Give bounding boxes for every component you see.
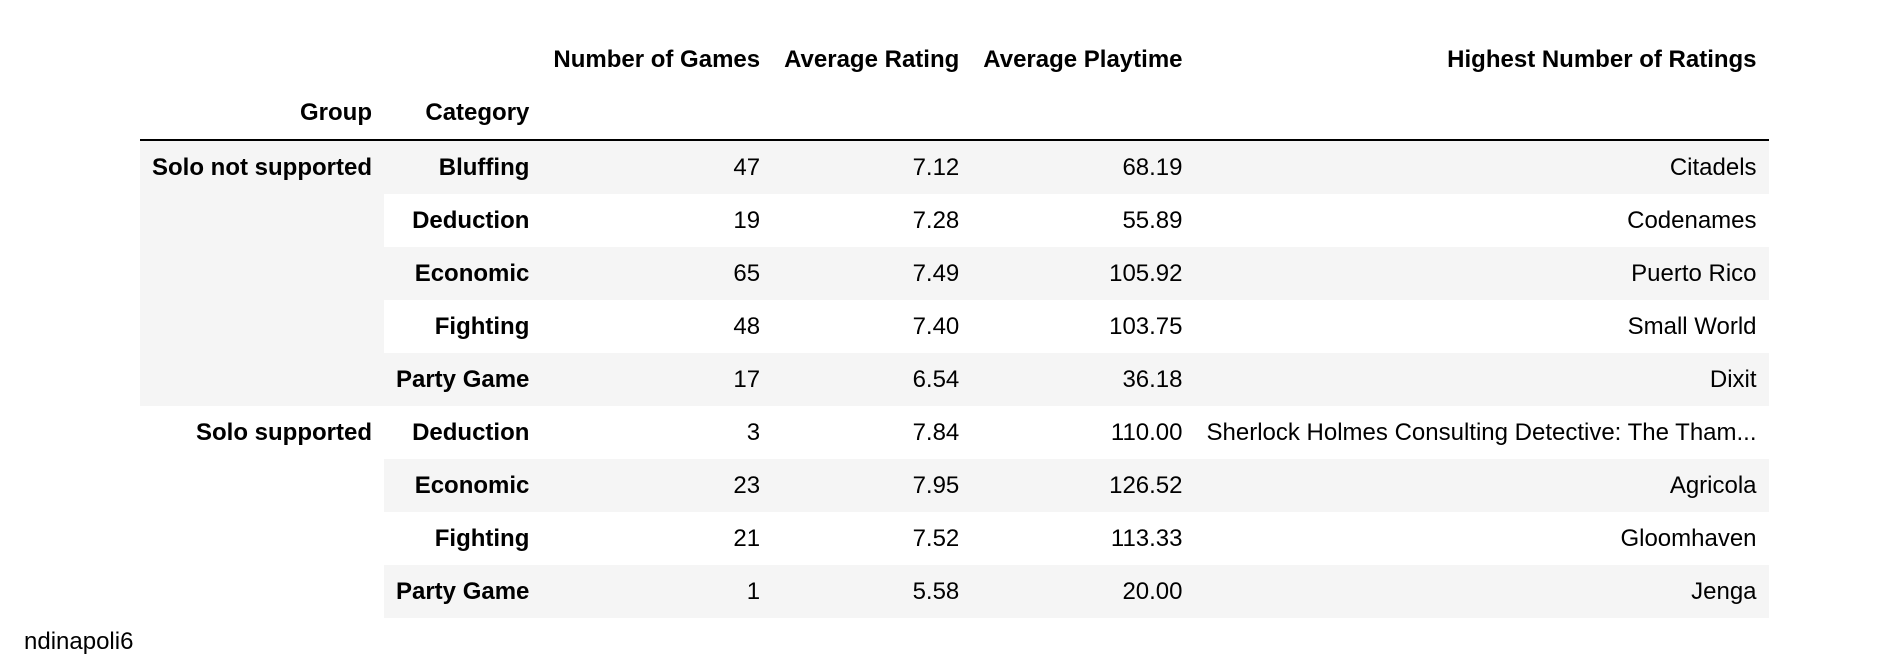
cell-number-of-games: 19 [733,207,761,234]
cell-average-rating: 6.54 [772,353,972,406]
row-category-label: Economic [383,247,542,300]
row-category-label: Deduction [412,419,530,446]
row-category-label: Fighting [434,525,530,552]
cell-highest-number-of-ratings: Jenga [1194,565,1769,618]
cell-highest-number-of-ratings: Codenames [1627,207,1757,234]
index-name-category: Category [383,86,542,141]
cell-average-playtime: 126.52 [971,459,1195,512]
blank-header-cell [971,86,1195,141]
cell-average-rating: 7.12 [772,140,972,194]
column-header-average-rating: Average Rating [784,46,960,73]
table-row: Party Game 17 6.54 36.18 Dixit [140,353,1769,406]
index-header-row: Group Category [140,86,1769,141]
column-header-row: Number of Games Average Rating Average P… [140,33,1769,86]
cell-average-playtime: 20.00 [971,565,1195,618]
cell-average-rating: 7.52 [912,525,960,552]
column-header-highest-number-of-ratings: Highest Number of Ratings [1447,46,1757,73]
cell-highest-number-of-ratings: Sherlock Holmes Consulting Detective: Th… [1206,419,1757,446]
blank-header-cell [140,33,384,86]
summary-table: Number of Games Average Rating Average P… [140,33,1769,618]
cell-number-of-games: 21 [733,525,761,552]
blank-header-cell [772,86,972,141]
table-row: Party Game 1 5.58 20.00 Jenga [140,565,1769,618]
cell-number-of-games: 3 [746,419,761,446]
blank-header-cell [384,33,541,86]
cell-number-of-games: 17 [541,353,773,406]
cell-average-rating: 7.49 [772,247,972,300]
row-group-label: Solo not supported [140,140,384,406]
row-category-label: Bluffing [383,140,542,194]
cell-average-rating: 7.95 [772,459,972,512]
cell-average-rating: 7.84 [912,419,960,446]
table-body: Solo not supported Bluffing 47 7.12 68.19 Cit… [140,140,1769,618]
cell-number-of-games: 23 [541,459,773,512]
table-row: Economic 23 7.95 126.52 Agricola [140,459,1769,512]
row-category-label: Fighting [434,313,530,340]
column-header-average-playtime: Average Playtime [983,46,1183,73]
cell-number-of-games: 48 [733,313,761,340]
row-category-label: Party Game [383,565,542,618]
blank-header-cell [1194,86,1769,141]
table-row: Fighting 21 7.52 113.33 Gloomhaven [140,512,1769,565]
row-group-label: Solo supported [140,406,384,618]
cell-average-playtime: 113.33 [1110,525,1183,552]
cell-average-rating: 7.28 [912,207,960,234]
cell-highest-number-of-ratings: Dixit [1194,353,1769,406]
table-row: Solo supported Deduction 3 7.84 110.00 Sherlo… [140,406,1769,618]
table-header: Number of Games Average Rating Average P… [140,33,1769,141]
index-name-group: Group [140,86,384,141]
cell-average-playtime: 110.00 [1110,419,1183,446]
row-category-label: Deduction [412,207,530,234]
cell-highest-number-of-ratings: Puerto Rico [1194,247,1769,300]
cell-average-rating: 7.40 [912,313,960,340]
cell-highest-number-of-ratings: Gloomhaven [1620,525,1757,552]
column-header-number-of-games: Number of Games [553,46,761,73]
cell-number-of-games: 47 [541,140,773,194]
table-row: Economic 65 7.49 105.92 Puerto Rico [140,247,1769,300]
table-row: Fighting 48 7.40 103.75 Small World [140,300,1769,353]
row-category-label: Party Game [383,353,542,406]
author-watermark: ndinapoli6 [24,628,134,655]
cell-highest-number-of-ratings: Small World [1627,313,1757,340]
cell-average-playtime: 103.75 [1109,313,1183,340]
cell-average-playtime: 55.89 [1122,207,1183,234]
blank-header-cell [541,86,773,141]
cell-average-playtime: 105.92 [971,247,1195,300]
cell-number-of-games: 1 [541,565,773,618]
table-row: Deduction 19 7.28 55.89 Codenames [140,194,1769,247]
cell-number-of-games: 65 [541,247,773,300]
table-row: Solo not supported Bluffing 47 7.12 68.19 Cit… [140,140,1769,406]
row-category-label: Economic [383,459,542,512]
cell-average-rating: 5.58 [772,565,972,618]
cell-average-playtime: 36.18 [971,353,1195,406]
cell-average-playtime: 68.19 [971,140,1195,194]
cell-highest-number-of-ratings: Citadels [1194,140,1769,194]
cell-highest-number-of-ratings: Agricola [1194,459,1769,512]
